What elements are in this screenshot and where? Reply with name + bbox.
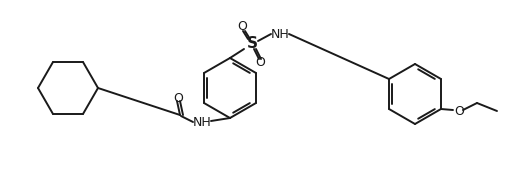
Text: NH: NH <box>271 27 289 40</box>
Text: O: O <box>255 57 265 70</box>
Text: S: S <box>247 36 258 52</box>
Text: O: O <box>454 105 464 118</box>
Text: O: O <box>173 92 183 105</box>
Text: O: O <box>237 20 247 33</box>
Text: NH: NH <box>193 117 211 130</box>
